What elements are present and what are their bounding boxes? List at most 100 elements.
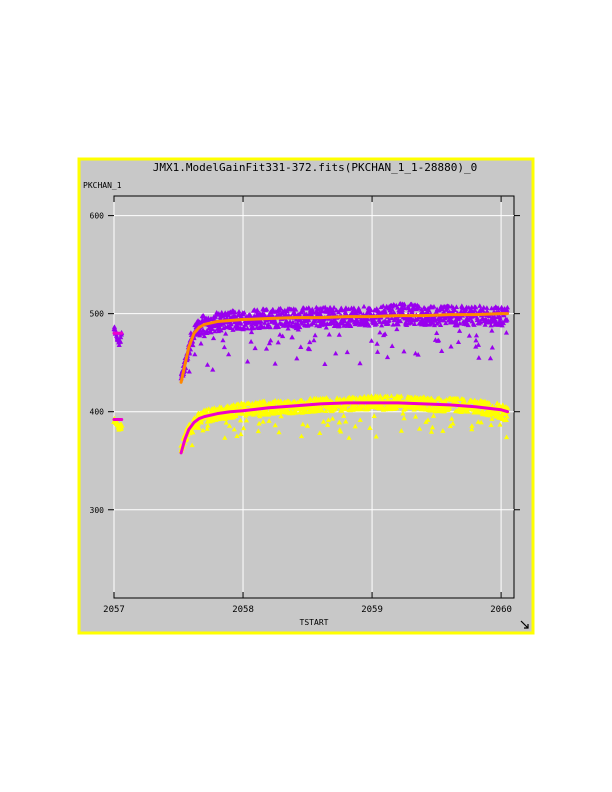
data-point <box>443 320 449 326</box>
y-tick-label: 500 <box>90 310 105 319</box>
data-point <box>377 319 383 324</box>
data-point <box>437 322 444 327</box>
data-point <box>357 417 363 422</box>
data-point <box>118 425 124 431</box>
data-point <box>307 339 313 345</box>
data-point <box>266 418 272 423</box>
data-point <box>200 427 206 433</box>
y-axis-label: PKCHAN_1 <box>83 181 122 190</box>
data-point <box>465 322 471 328</box>
data-point <box>389 343 395 348</box>
data-point <box>475 408 482 413</box>
data-point <box>297 324 303 330</box>
data-point <box>351 307 358 312</box>
data-point <box>326 331 332 337</box>
data-point <box>398 428 404 433</box>
data-point <box>234 433 240 439</box>
data-point <box>373 433 379 439</box>
x-tick-labels: 2057 2058 2059 2060 <box>103 605 512 615</box>
data-point <box>497 313 503 319</box>
data-point <box>348 323 354 329</box>
data-point <box>226 423 233 428</box>
data-point <box>241 310 247 315</box>
data-point <box>210 335 217 341</box>
data-point <box>118 334 124 340</box>
data-point <box>253 321 259 327</box>
data-point <box>201 333 207 339</box>
data-point <box>456 328 463 333</box>
data-point <box>503 417 509 422</box>
data-point <box>357 360 363 366</box>
data-point <box>386 305 393 311</box>
data-point <box>241 425 247 431</box>
data-point <box>412 350 419 356</box>
data-point <box>439 348 445 353</box>
data-point <box>198 340 204 346</box>
y-tick-labels: 300 400 500 600 <box>90 212 105 515</box>
data-point <box>258 319 264 324</box>
data-point <box>455 339 462 345</box>
data-point <box>432 318 438 323</box>
data-point <box>371 317 377 323</box>
data-point <box>484 305 490 310</box>
data-point <box>469 426 475 432</box>
data-point <box>220 337 226 343</box>
data-point <box>117 338 123 344</box>
data-point <box>261 412 267 417</box>
data-point <box>338 428 344 434</box>
grid-lines <box>113 196 514 598</box>
data-point <box>461 396 467 402</box>
data-point <box>357 309 363 315</box>
y-tick-label: 400 <box>90 408 105 417</box>
data-point <box>116 342 122 348</box>
data-point <box>223 331 229 336</box>
data-point <box>354 311 360 316</box>
data-point <box>333 405 339 411</box>
data-point <box>238 431 244 437</box>
data-point <box>408 320 414 325</box>
data-point <box>343 305 349 310</box>
data-point <box>488 422 494 427</box>
data-point <box>306 346 313 352</box>
data-point <box>429 320 435 325</box>
x-tick-label: 2060 <box>490 605 512 615</box>
data-point <box>275 339 281 345</box>
data-point <box>276 429 282 435</box>
data-point <box>349 316 355 321</box>
data-point <box>368 338 375 343</box>
data-point <box>277 305 284 311</box>
data-point <box>314 322 320 328</box>
data-point <box>388 393 395 398</box>
data-point <box>204 330 210 336</box>
data-point <box>233 413 239 418</box>
data-point <box>473 337 479 343</box>
data-point <box>336 332 342 337</box>
data-point <box>222 435 228 440</box>
y-tick-label: 300 <box>90 506 105 515</box>
data-point <box>472 307 478 313</box>
data-point <box>344 349 350 355</box>
data-point <box>469 423 475 428</box>
data-point <box>228 321 234 327</box>
data-point <box>276 308 283 313</box>
data-point <box>364 319 370 325</box>
data-point <box>462 308 469 313</box>
x-tick-label: 2059 <box>361 605 383 615</box>
data-point <box>236 405 242 410</box>
data-point <box>195 421 201 427</box>
data-point <box>343 418 349 424</box>
data-point <box>293 409 299 415</box>
data-point <box>323 408 329 414</box>
data-point <box>361 303 367 309</box>
data-point <box>436 319 442 324</box>
data-point <box>497 422 503 427</box>
resize-corner-icon[interactable] <box>519 619 530 630</box>
data-point <box>212 328 218 334</box>
data-point <box>119 423 125 428</box>
y-tick-label: 600 <box>90 212 105 221</box>
data-point <box>401 348 407 354</box>
data-point <box>503 330 510 335</box>
data-point <box>367 425 373 430</box>
data-point <box>254 307 260 313</box>
data-point <box>374 349 381 354</box>
